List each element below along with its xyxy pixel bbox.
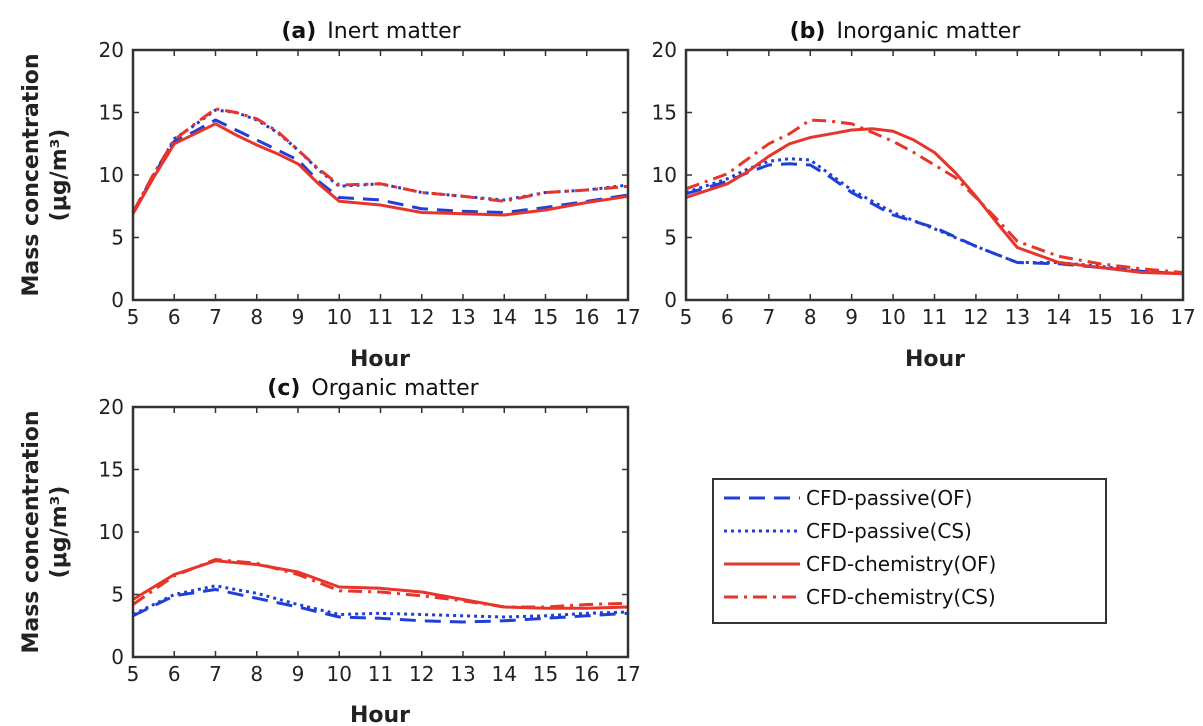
legend-label-chemistry-cs: CFD-chemistry(CS)	[806, 585, 996, 609]
panel-b-title-letter: (b)	[790, 19, 826, 44]
panel-a-xtick-label: 15	[533, 305, 558, 329]
panel-a-ytick-label: 10	[99, 163, 124, 187]
panel-a-xtick-label: 6	[168, 305, 181, 329]
panel-c-xtick-label: 5	[127, 662, 140, 686]
panel-c-ytick-label: 20	[99, 395, 124, 419]
panel-b-xtick-label: 12	[963, 305, 988, 329]
panel-b-inorganic-matter: (b) Inorganic matter Hour 5 6 7 8 9 10 11 12 13 1…	[652, 19, 1196, 372]
panel-c-series-passive-of	[132, 588, 629, 624]
panel-c-ytick-label: 15	[99, 458, 124, 482]
panel-c-xlabel: Hour	[350, 703, 410, 726]
panel-c-ytick-label: 10	[99, 520, 124, 544]
panel-c-ylabel: Mass concentration (μg/m³)	[19, 410, 72, 653]
panel-a-xtick-label: 5	[127, 305, 140, 329]
panel-c-xtick-label: 11	[368, 662, 393, 686]
panel-b-series-chemistry-cs	[685, 118, 1184, 274]
panel-b-title-text: Inorganic matter	[836, 19, 1021, 44]
panel-b-xtick-label: 15	[1087, 305, 1112, 329]
panel-c-organic-matter: (c) Organic matter Mass concentration (μ…	[19, 376, 641, 726]
panel-c-ytick-label: 0	[111, 645, 124, 669]
panel-a-title: (a) Inert matter	[281, 19, 461, 44]
panel-c-series-chemistry-of	[132, 559, 629, 610]
panel-c-xtick-label: 7	[209, 662, 222, 686]
panel-a-xtick-label: 17	[615, 305, 640, 329]
panel-b-ytick-label: 10	[652, 163, 677, 187]
legend: CFD-passive(OF) CFD-passive(CS) CFD-chemis…	[712, 478, 1107, 624]
legend-box	[712, 478, 1107, 624]
panel-c-xtick-label: 6	[168, 662, 181, 686]
panel-a-title-text: Inert matter	[327, 19, 461, 44]
panel-c-series-chemistry-cs	[132, 558, 629, 609]
panel-a-series-chemistry-cs	[131, 107, 629, 214]
panel-c-ylabel-line2: (μg/m³)	[47, 486, 72, 579]
panel-a-ytick-label: 15	[99, 101, 124, 125]
panel-b-xtick-label: 8	[804, 305, 817, 329]
panel-b-xtick-label: 13	[1005, 305, 1030, 329]
panel-c-xtick-label: 12	[409, 662, 434, 686]
panel-b-series-chemistry-of	[685, 127, 1184, 276]
panel-c-title-text: Organic matter	[311, 376, 479, 401]
panel-c-xtick-label: 13	[450, 662, 475, 686]
panel-b-ytick-label: 15	[652, 101, 677, 125]
panel-b-xtick-label: 5	[680, 305, 693, 329]
panel-a-xtick-label: 13	[450, 305, 475, 329]
panel-a-ylabel-line2: (μg/m³)	[47, 129, 72, 222]
panel-c-ylabel-line1: Mass concentration	[19, 410, 44, 653]
legend-label-passive-of: CFD-passive(OF)	[806, 486, 972, 510]
panel-a-ytick-label: 0	[111, 288, 124, 312]
legend-label-chemistry-of: CFD-chemistry(OF)	[806, 552, 996, 576]
panel-a-xlabel: Hour	[350, 347, 410, 372]
panel-a-ylabel-line1: Mass concentration	[19, 53, 44, 296]
panel-c-xtick-label: 15	[533, 662, 558, 686]
panel-b-xtick-label: 6	[721, 305, 734, 329]
panel-b-xtick-label: 11	[922, 305, 947, 329]
panel-b-xtick-label: 9	[845, 305, 858, 329]
panel-a-inert-matter: (a) Inert matter Mass concentration (μg/…	[19, 19, 641, 372]
panel-b-xtick-label: 10	[880, 305, 905, 329]
panel-c-xtick-label: 10	[327, 662, 352, 686]
panel-a-title-letter: (a)	[281, 19, 316, 44]
panel-b-xtick-label: 7	[762, 305, 775, 329]
panel-c-series-passive-cs	[132, 584, 629, 619]
panel-c-xtick-label: 17	[615, 662, 640, 686]
panel-c-ytick-label: 5	[111, 583, 124, 607]
panel-b-xlabel: Hour	[905, 347, 965, 372]
panel-c-title: (c) Organic matter	[267, 376, 479, 401]
panel-a-xtick-label: 7	[209, 305, 222, 329]
panel-a-series-passive-cs	[131, 108, 629, 214]
panel-b-xtick-label: 17	[1170, 305, 1195, 329]
panel-a-series-passive-of	[131, 118, 629, 214]
panel-b-ytick-label: 5	[664, 226, 677, 250]
panel-a-xtick-label: 10	[327, 305, 352, 329]
panel-b-title: (b) Inorganic matter	[790, 19, 1022, 44]
legend-label-passive-cs: CFD-passive(CS)	[806, 519, 972, 543]
panel-a-xtick-label: 8	[250, 305, 263, 329]
panel-a-xtick-label: 12	[409, 305, 434, 329]
panel-c-xtick-label: 16	[574, 662, 599, 686]
panel-b-xtick-label: 14	[1046, 305, 1071, 329]
panel-a-ylabel: Mass concentration (μg/m³)	[19, 53, 72, 296]
panel-b-series-passive-cs	[685, 157, 1184, 276]
panel-b-plot-frame	[684, 48, 1185, 302]
panel-a-ytick-label: 5	[111, 226, 124, 250]
panel-a-xtick-label: 16	[574, 305, 599, 329]
panel-a-xtick-label: 9	[292, 305, 305, 329]
panel-c-xtick-label: 8	[250, 662, 263, 686]
panel-b-series-passive-of	[685, 162, 1184, 276]
panel-a-xtick-label: 11	[368, 305, 393, 329]
panel-a-plot-frame	[131, 48, 630, 302]
panel-c-xtick-label: 14	[492, 662, 517, 686]
panel-c-title-letter: (c)	[267, 376, 300, 401]
panel-c-xtick-label: 9	[292, 662, 305, 686]
panel-a-xtick-label: 14	[492, 305, 517, 329]
panel-b-ytick-label: 20	[652, 38, 677, 62]
panel-b-ytick-label: 0	[664, 288, 677, 312]
panel-a-ytick-label: 20	[99, 38, 124, 62]
panel-b-xtick-label: 16	[1129, 305, 1154, 329]
panel-a-series-chemistry-of	[131, 122, 629, 217]
